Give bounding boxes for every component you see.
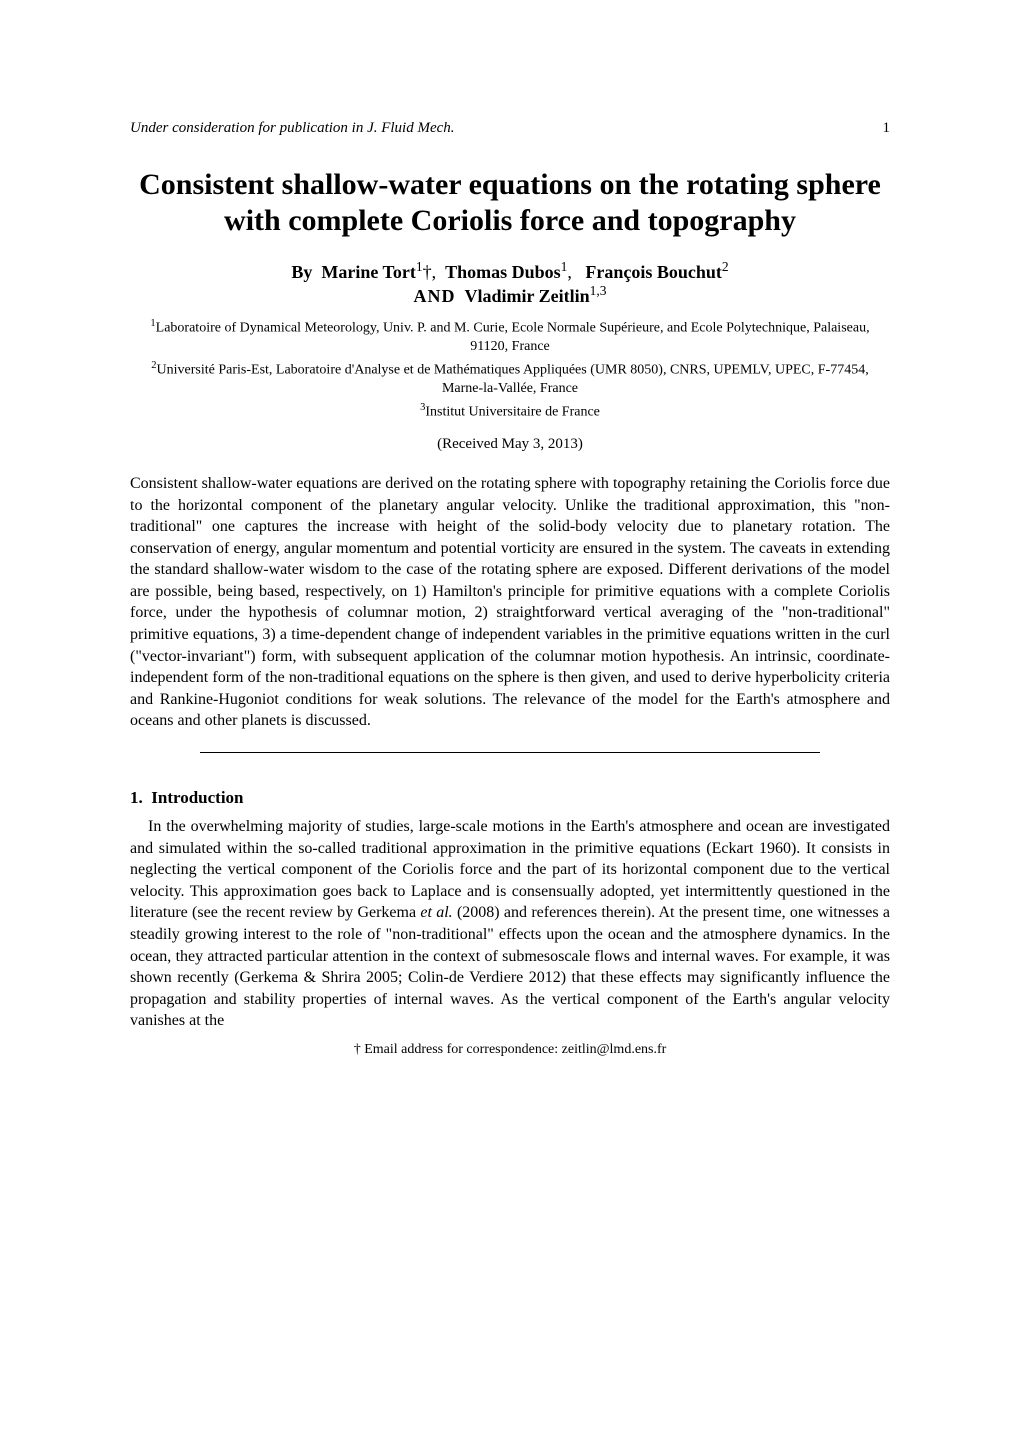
affiliation-2-text: Université Paris-Est, Laboratoire d'Anal… [157,363,869,396]
by-label: By [291,262,312,282]
page-number: 1 [883,120,891,137]
author-line: By Marine Tort1†, Thomas Dubos1, Françoi… [130,259,890,307]
author-4-affil: 1,3 [590,283,607,298]
author-3-affil: 2 [722,259,729,274]
and-label: AND [413,286,455,306]
intro-paragraph: In the overwhelming majority of studies,… [130,816,890,1032]
etal-italic: et al. [420,904,452,921]
affiliation-3: 3Institut Universitaire de France [130,401,890,422]
journal-name: Under consideration for publication in J… [130,120,455,137]
author-1-dagger: †, [423,262,437,282]
abstract-text: Consistent shallow-water equations are d… [130,473,890,732]
affiliation-1: 1Laboratoire of Dynamical Meteorology, U… [130,317,890,356]
author-2: Thomas Dubos [445,262,561,282]
author-3: François Bouchut [585,262,722,282]
paper-page: Under consideration for publication in J… [0,0,1020,1138]
affiliation-3-text: Institut Universitaire de France [425,405,600,420]
affiliation-1-text: Laboratoire of Dynamical Meteorology, Un… [156,321,870,354]
received-date: (Received May 3, 2013) [130,436,890,453]
author-1: Marine Tort [321,262,416,282]
affiliation-2: 2Université Paris-Est, Laboratoire d'Ana… [130,359,890,398]
section-number: 1. [130,788,143,807]
section-title: Introduction [151,788,243,807]
body-part-2: (2008) and references therein). At the p… [130,904,890,1029]
author-2-comma: , [567,262,572,282]
separator-rule [200,752,820,753]
correspondence-footnote: † Email address for correspondence: zeit… [130,1042,890,1058]
author-1-affil: 1 [416,259,423,274]
author-4: Vladimir Zeitlin [464,286,589,306]
running-header: Under consideration for publication in J… [130,120,890,137]
section-heading: 1. Introduction [130,788,890,808]
paper-title: Consistent shallow-water equations on th… [130,167,890,239]
